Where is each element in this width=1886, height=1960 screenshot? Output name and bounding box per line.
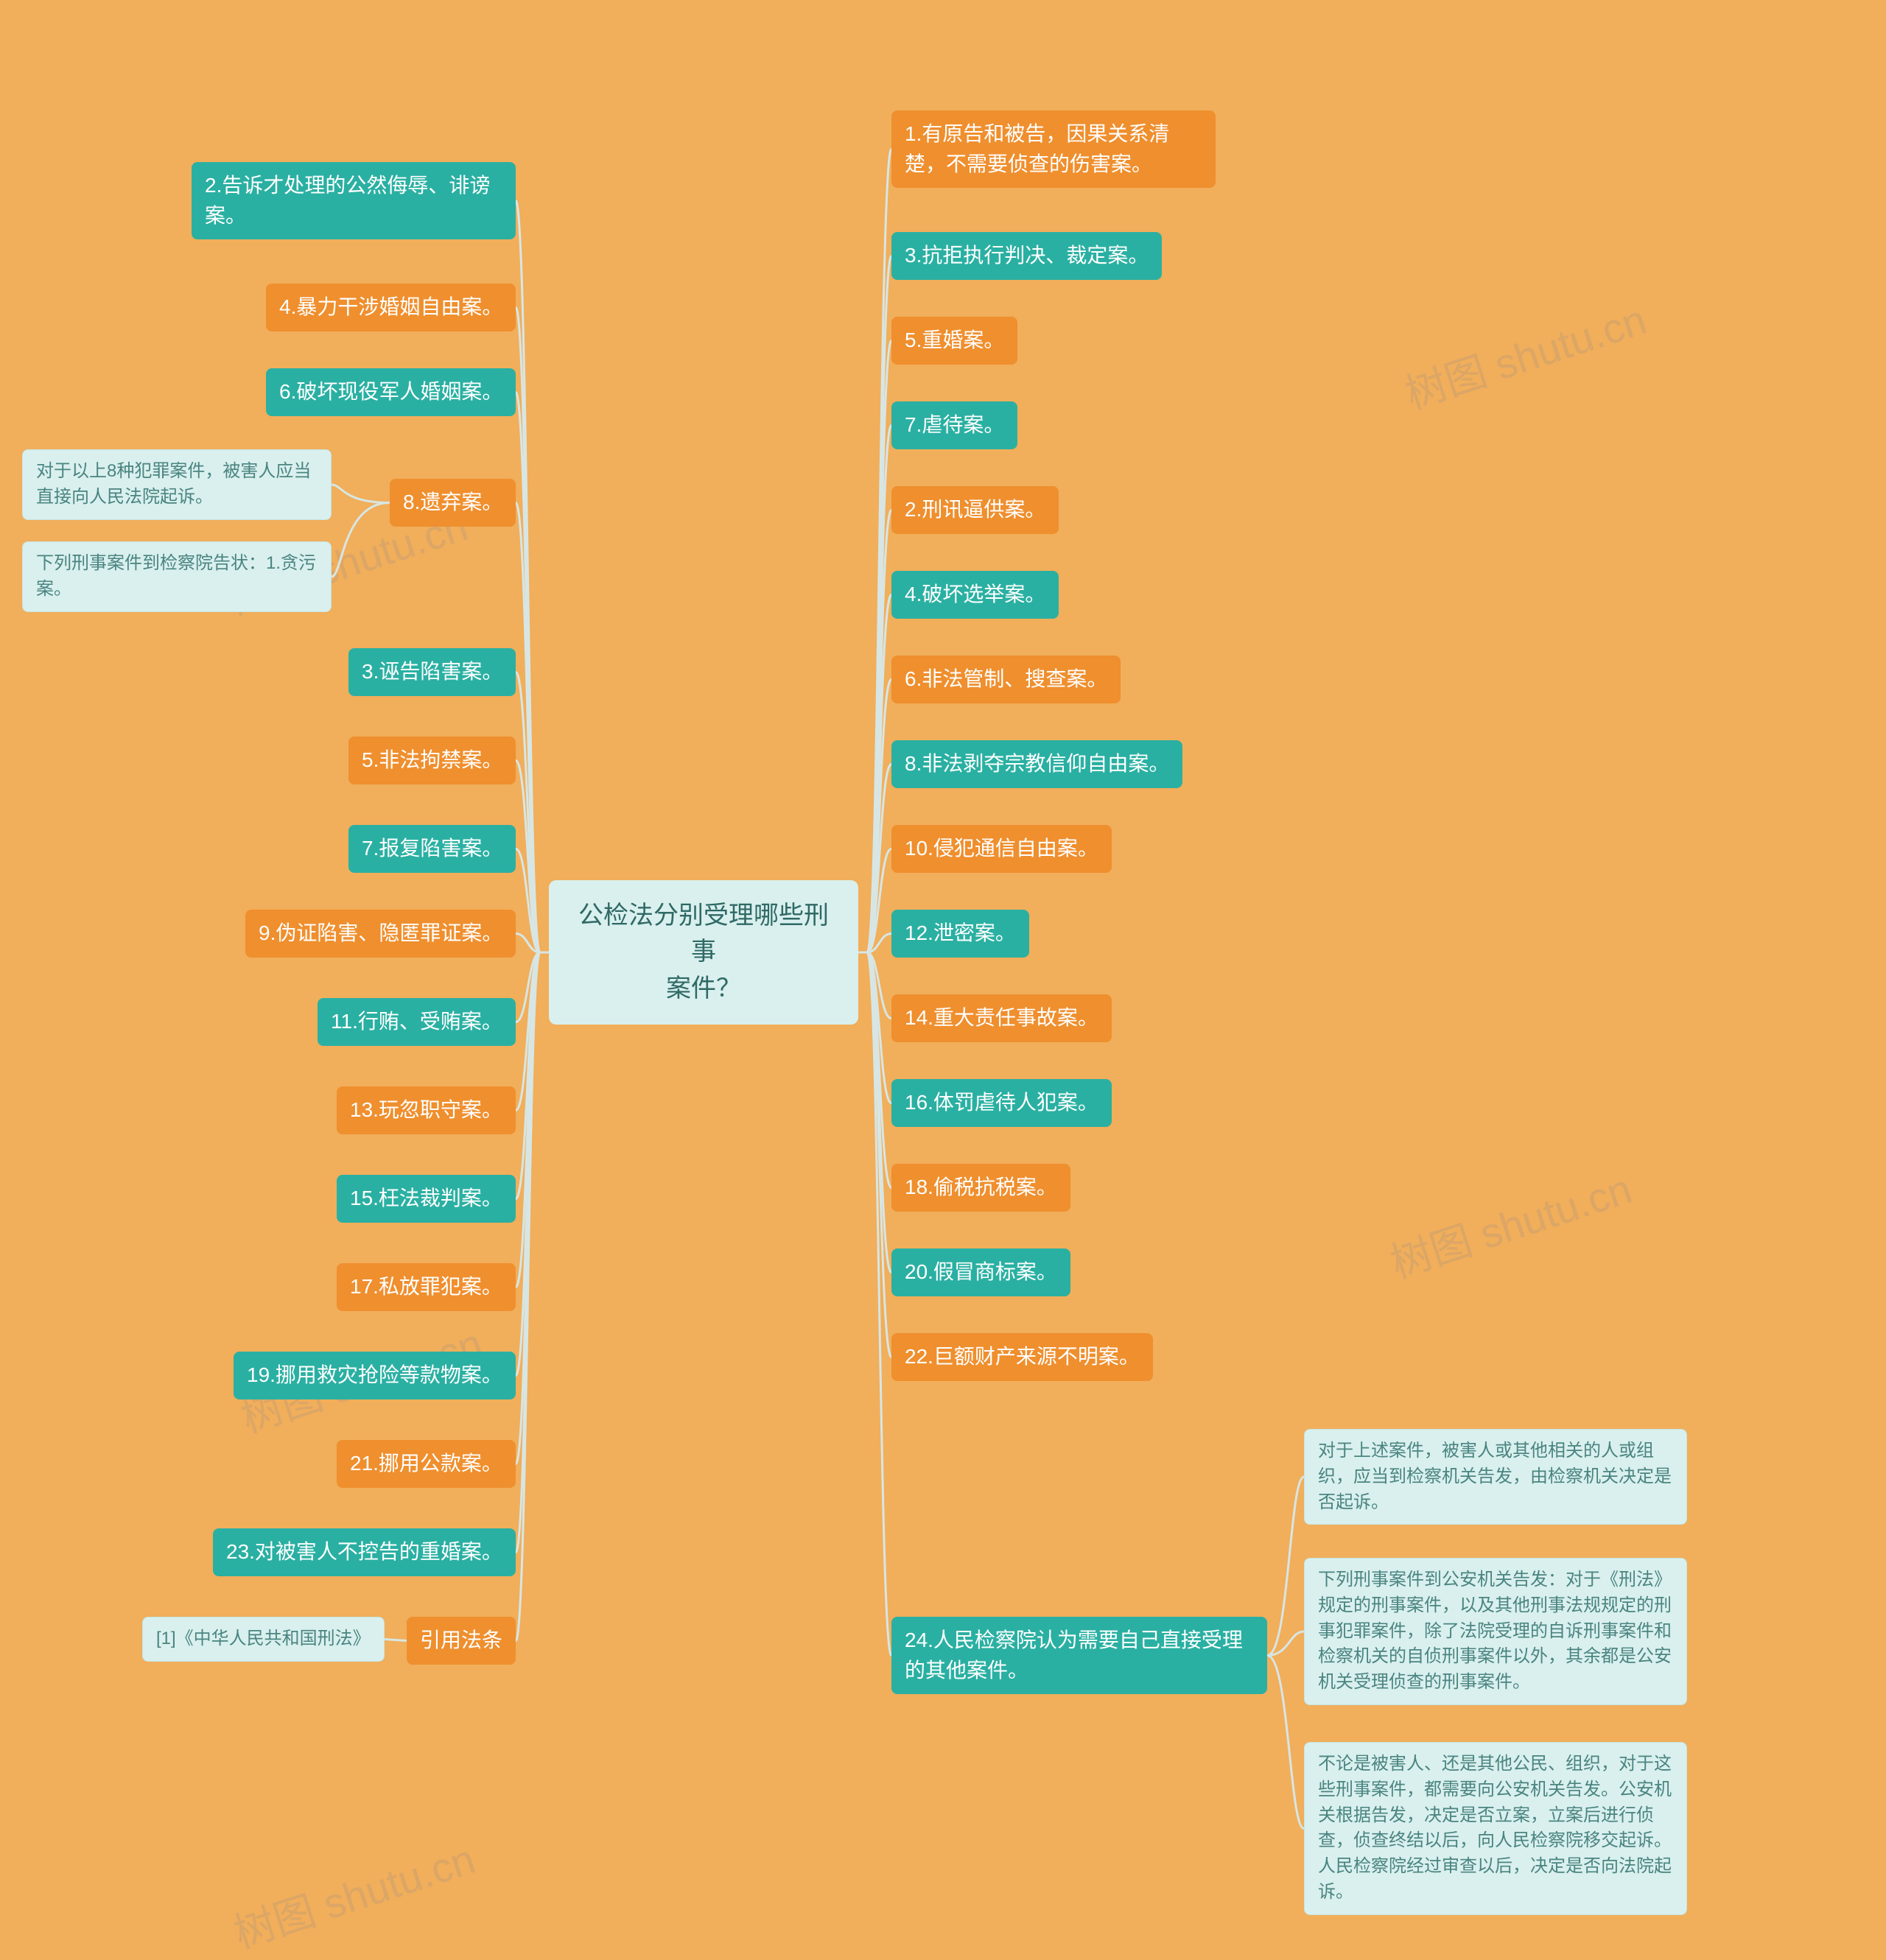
node-label: 4.破坏选举案。 xyxy=(905,583,1045,605)
node-label: 11.行贿、受贿案。 xyxy=(331,1010,502,1033)
right-node-1: 1.有原告和被告，因果关系清楚，不需要侦查的伤害案。 xyxy=(891,110,1216,188)
right-node-24-sub-c: 不论是被害人、还是其他公民、组织，对于这些刑事案件，都需要向公安机关告发。公安机… xyxy=(1304,1742,1687,1915)
right-node-24-sub-a: 对于上述案件，被害人或其他相关的人或组织，应当到检察机关告发，由检察机关决定是否… xyxy=(1304,1429,1687,1525)
left-node-11: 11.行贿、受贿案。 xyxy=(318,998,516,1046)
node-label: 3.抗拒执行判决、裁定案。 xyxy=(905,244,1149,267)
left-node-15: 15.枉法裁判案。 xyxy=(337,1175,516,1223)
node-label: 下列刑事案件到检察院告状：1.贪污案。 xyxy=(36,553,316,599)
node-label: 2.刑讯逼供案。 xyxy=(905,498,1045,521)
left-node-23: 23.对被害人不控告的重婚案。 xyxy=(213,1528,516,1576)
left-node-2: 2.告诉才处理的公然侮辱、诽谤案。 xyxy=(192,162,516,239)
node-label: 下列刑事案件到公安机关告发：对于《刑法》规定的刑事案件，以及其他刑事法规规定的刑… xyxy=(1318,1570,1672,1692)
node-label: 6.破坏现役军人婚姻案。 xyxy=(279,380,502,403)
left-node-ref-sub: [1]《中华人民共和国刑法》 xyxy=(142,1617,385,1662)
right-node-7: 7.虐待案。 xyxy=(891,401,1017,449)
node-label: 不论是被害人、还是其他公民、组织，对于这些刑事案件，都需要向公安机关告发。公安机… xyxy=(1318,1754,1672,1902)
node-label: 8.遗弃案。 xyxy=(403,491,502,513)
right-node-5: 5.重婚案。 xyxy=(891,317,1017,365)
left-node-9: 9.伪证陷害、隐匿罪证案。 xyxy=(245,910,516,958)
node-label: 18.偷税抗税案。 xyxy=(905,1176,1057,1198)
left-node-5: 5.非法拘禁案。 xyxy=(348,737,516,784)
node-label: 7.报复陷害案。 xyxy=(362,837,502,860)
node-label: 15.枉法裁判案。 xyxy=(350,1187,502,1209)
right-node-18: 18.偷税抗税案。 xyxy=(891,1164,1070,1212)
node-label: 19.挪用救灾抢险等款物案。 xyxy=(247,1363,502,1386)
node-label: 24.人民检察院认为需要自己直接受理的其他案件。 xyxy=(905,1629,1243,1682)
node-label: 22.巨额财产来源不明案。 xyxy=(905,1345,1140,1368)
node-label: 7.虐待案。 xyxy=(905,413,1004,436)
left-node-17: 17.私放罪犯案。 xyxy=(337,1263,516,1311)
left-node-3: 3.诬告陷害案。 xyxy=(348,648,516,696)
left-node-21: 21.挪用公款案。 xyxy=(337,1440,516,1488)
center-line1: 公检法分别受理哪些刑事 xyxy=(578,902,829,966)
left-node-4: 4.暴力干涉婚姻自由案。 xyxy=(266,284,516,331)
center-node: 公检法分别受理哪些刑事 案件？ xyxy=(549,880,858,1025)
right-node-24-sub-b: 下列刑事案件到公安机关告发：对于《刑法》规定的刑事案件，以及其他刑事法规规定的刑… xyxy=(1304,1558,1687,1705)
center-line2: 案件？ xyxy=(666,974,741,1002)
node-label: 16.体罚虐待人犯案。 xyxy=(905,1091,1098,1114)
node-label: 21.挪用公款案。 xyxy=(350,1452,502,1475)
left-node-7: 7.报复陷害案。 xyxy=(348,825,516,873)
right-node-4: 4.破坏选举案。 xyxy=(891,571,1059,619)
left-node-13: 13.玩忽职守案。 xyxy=(337,1086,516,1134)
left-node-ref: 引用法条 xyxy=(407,1617,516,1665)
right-node-6: 6.非法管制、搜查案。 xyxy=(891,656,1121,703)
right-node-22: 22.巨额财产来源不明案。 xyxy=(891,1333,1153,1381)
right-node-16: 16.体罚虐待人犯案。 xyxy=(891,1079,1112,1127)
left-node-8-sub-a: 对于以上8种犯罪案件，被害人应当直接向人民法院起诉。 xyxy=(22,449,332,520)
node-label: 13.玩忽职守案。 xyxy=(350,1098,502,1121)
left-node-8: 8.遗弃案。 xyxy=(390,479,516,527)
right-node-10: 10.侵犯通信自由案。 xyxy=(891,825,1112,873)
node-label: 20.假冒商标案。 xyxy=(905,1260,1057,1283)
right-node-12: 12.泄密案。 xyxy=(891,910,1029,958)
node-label: 对于以上8种犯罪案件，被害人应当直接向人民法院起诉。 xyxy=(36,461,311,507)
node-label: 引用法条 xyxy=(420,1629,502,1651)
node-label: 6.非法管制、搜查案。 xyxy=(905,667,1107,690)
node-label: 23.对被害人不控告的重婚案。 xyxy=(226,1540,502,1563)
node-label: 12.泄密案。 xyxy=(905,921,1016,944)
right-node-2: 2.刑讯逼供案。 xyxy=(891,486,1059,534)
node-label: 5.非法拘禁案。 xyxy=(362,748,502,771)
watermark: 树图 shutu.cn xyxy=(225,1827,482,1960)
left-node-19: 19.挪用救灾抢险等款物案。 xyxy=(234,1352,516,1399)
right-node-20: 20.假冒商标案。 xyxy=(891,1248,1070,1296)
right-node-8: 8.非法剥夺宗教信仰自由案。 xyxy=(891,740,1182,788)
node-label: 10.侵犯通信自由案。 xyxy=(905,837,1098,860)
node-label: 9.伪证陷害、隐匿罪证案。 xyxy=(259,921,502,944)
right-node-3: 3.抗拒执行判决、裁定案。 xyxy=(891,232,1162,280)
right-node-24: 24.人民检察院认为需要自己直接受理的其他案件。 xyxy=(891,1617,1267,1694)
node-label: 对于上述案件，被害人或其他相关的人或组织，应当到检察机关告发，由检察机关决定是否… xyxy=(1318,1441,1672,1512)
node-label: 8.非法剥夺宗教信仰自由案。 xyxy=(905,752,1169,775)
left-node-6: 6.破坏现役军人婚姻案。 xyxy=(266,368,516,416)
left-node-8-sub-b: 下列刑事案件到检察院告状：1.贪污案。 xyxy=(22,541,332,612)
node-label: [1]《中华人民共和国刑法》 xyxy=(156,1629,371,1648)
node-label: 2.告诉才处理的公然侮辱、诽谤案。 xyxy=(205,174,490,227)
watermark: 树图 shutu.cn xyxy=(1382,1156,1638,1290)
node-label: 17.私放罪犯案。 xyxy=(350,1275,502,1298)
right-node-14: 14.重大责任事故案。 xyxy=(891,994,1112,1042)
node-label: 3.诬告陷害案。 xyxy=(362,660,502,683)
node-label: 14.重大责任事故案。 xyxy=(905,1006,1098,1029)
node-label: 4.暴力干涉婚姻自由案。 xyxy=(279,295,502,318)
node-label: 1.有原告和被告，因果关系清楚，不需要侦查的伤害案。 xyxy=(905,122,1169,175)
node-label: 5.重婚案。 xyxy=(905,329,1004,351)
watermark: 树图 shutu.cn xyxy=(1397,287,1653,421)
